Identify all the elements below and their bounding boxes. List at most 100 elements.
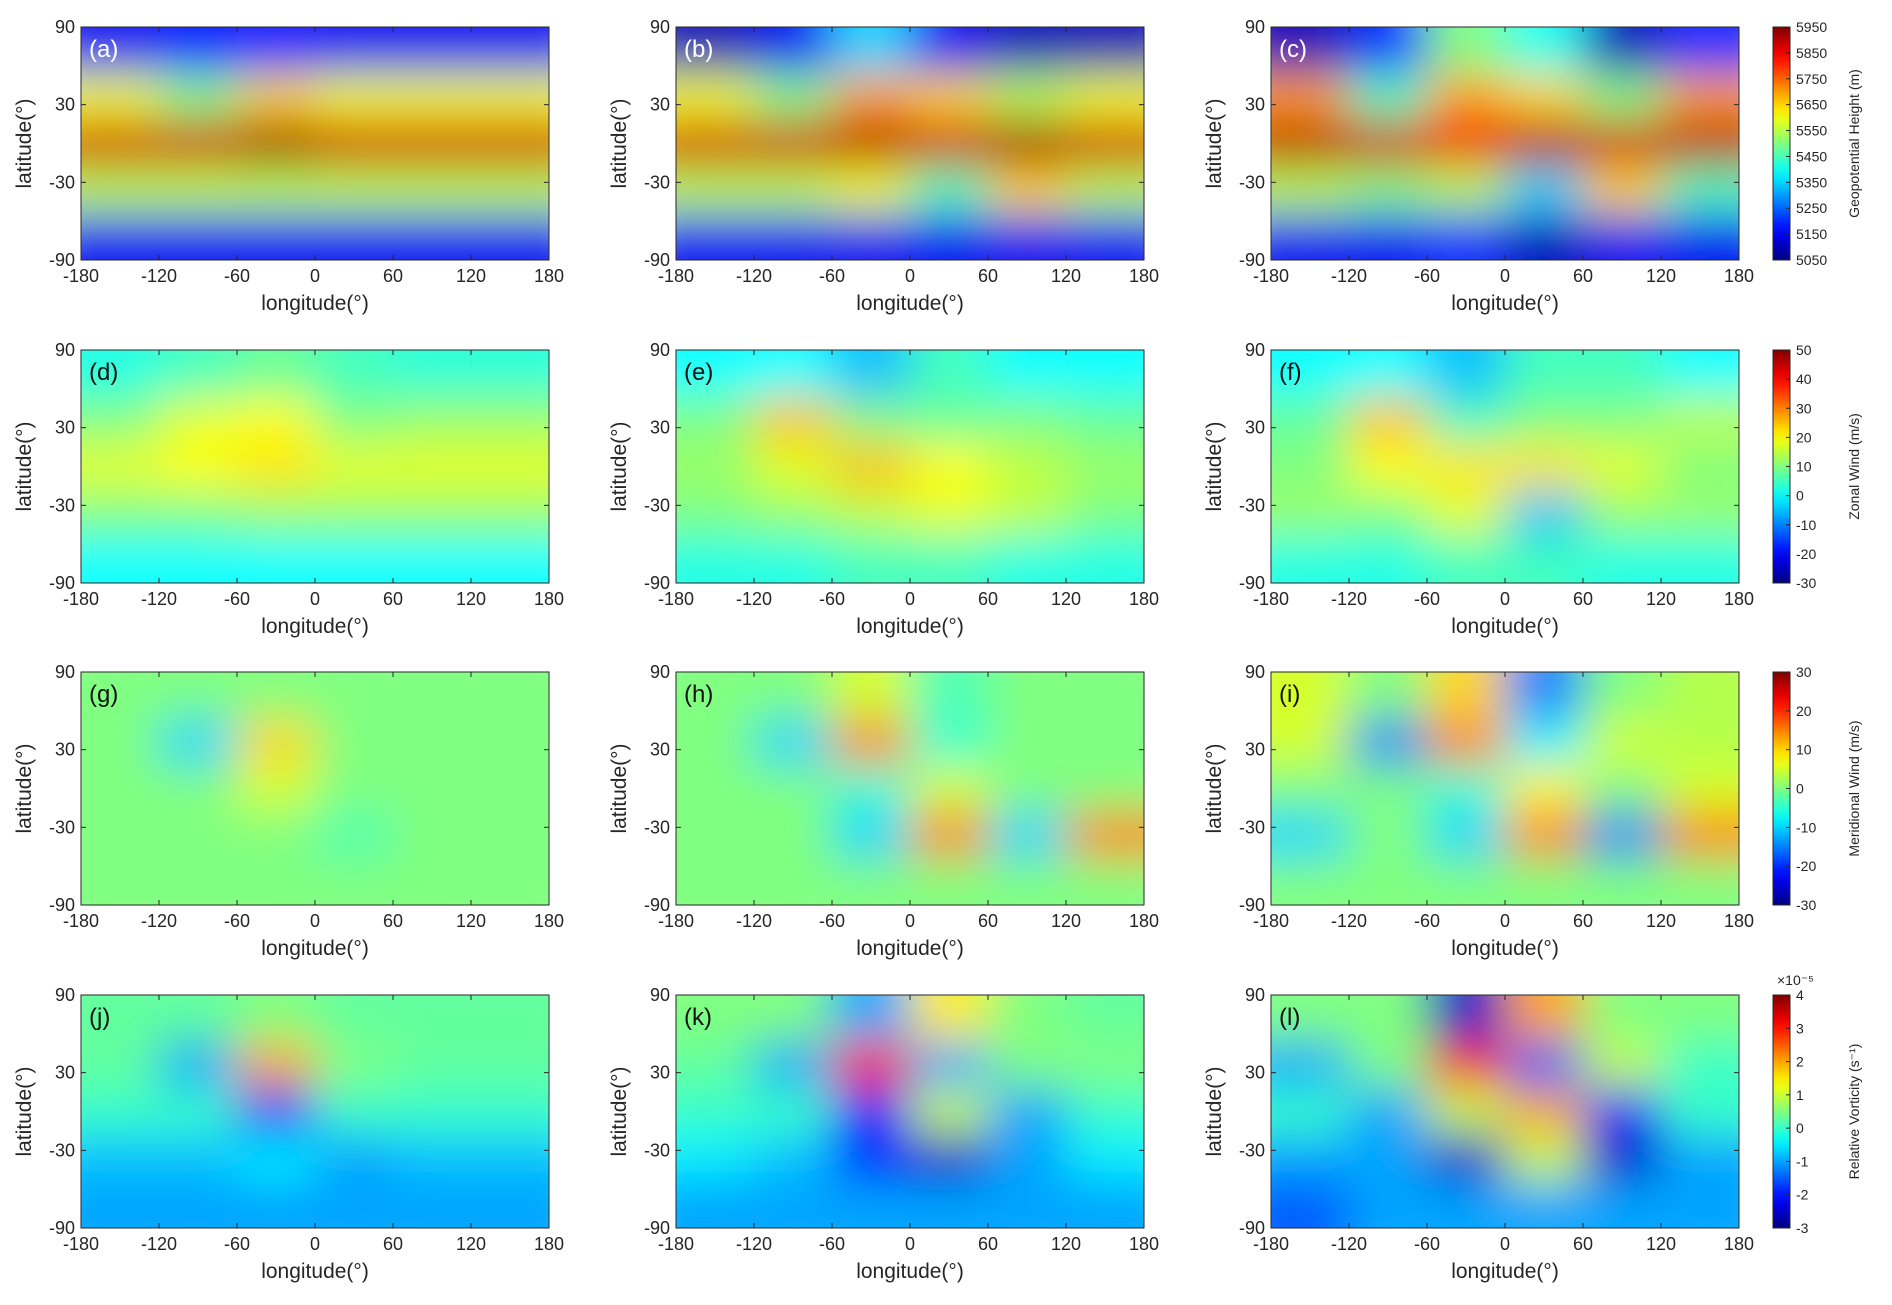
cell [81,213,160,260]
cell [988,536,1067,583]
field-cells [1271,350,1739,583]
cell [1271,120,1350,168]
field [1271,27,1739,260]
cell [1583,1041,1662,1089]
panel: -180 -120 -60 0 60 120 180 -90 -30 30 90 longitude(… [1203,17,1862,315]
cell [81,858,160,905]
cell [81,1041,160,1089]
x-tick-label: 120 [456,266,486,286]
y-axis-label: latitude(°) [13,421,36,511]
x-tick-label: -60 [1414,589,1440,609]
cell [81,489,160,537]
x-tick-label: -60 [819,589,845,609]
colorbar-tick-label: 40 [1796,371,1812,387]
cell [832,995,911,1043]
cell [1583,718,1662,766]
y-tick-label: 90 [55,985,75,1005]
cell [315,213,394,260]
cell [832,1041,911,1089]
cell [471,1181,549,1228]
x-tick-label: -180 [63,589,99,609]
colorbar-exponent: ×10⁻⁵ [1777,972,1814,988]
x-tick-label: -60 [819,911,845,931]
cell [471,1134,549,1182]
y-axis-label: latitude(°) [608,421,631,511]
cell [237,858,316,905]
cell [1349,120,1428,168]
cell [676,73,755,121]
colorbar [1772,994,1791,1229]
cell [1427,27,1506,75]
cell [910,350,989,398]
cell [988,811,1067,859]
cell [81,27,160,75]
cell [393,1041,472,1089]
cell [237,536,316,583]
x-tick-label: 0 [1500,589,1510,609]
field-cells [81,350,549,583]
y-axis-label: latitude(°) [1203,98,1226,188]
cell [315,27,394,75]
cell [1349,536,1428,583]
cell [159,27,238,75]
field-cells [676,27,1144,260]
y-tick-label: -30 [49,172,75,192]
y-tick-label: 90 [1245,17,1265,37]
panel: -180 -120 -60 0 60 120 180 -90 -30 30 90 longitude(… [608,985,1159,1283]
panel-label: (f) [1279,359,1302,386]
x-tick-label: -180 [658,1234,694,1254]
field-cells [676,350,1144,583]
x-tick-label: 180 [1129,266,1159,286]
cell [1271,811,1350,859]
cell [159,1088,238,1136]
x-tick-label: 60 [978,589,998,609]
cell [159,672,238,720]
cell [1427,765,1506,813]
x-tick-label: -60 [819,266,845,286]
y-tick-label: 90 [55,17,75,37]
cell [237,166,316,214]
cell [1583,1088,1662,1136]
cell [1271,718,1350,766]
cell [1427,443,1506,491]
cell [910,995,989,1043]
cell [315,1041,394,1089]
cell [159,536,238,583]
cell [910,811,989,859]
cell [237,120,316,168]
cell [754,1041,833,1089]
x-tick-label: -180 [1253,589,1289,609]
x-tick-label: -120 [1331,911,1367,931]
cell [988,489,1067,537]
x-tick-label: -60 [1414,1234,1440,1254]
cell [237,811,316,859]
field [676,27,1144,260]
field [676,995,1144,1228]
y-tick-label: -90 [1239,895,1265,915]
cell [1427,536,1506,583]
cell [1349,350,1428,398]
panel-label: (k) [684,1004,712,1031]
cell [1505,1088,1584,1136]
cell [832,73,911,121]
cell [1661,811,1739,859]
panel-label: (g) [89,681,118,708]
cell [393,443,472,491]
cell [832,765,911,813]
cell [910,672,989,720]
cell [81,166,160,214]
cell [754,1181,833,1228]
cell [910,1088,989,1136]
cell [81,396,160,444]
cell [471,995,549,1043]
cell [1066,396,1144,444]
panel: -180 -120 -60 0 60 120 180 -90 -30 30 90 longitude(… [608,340,1159,638]
field [1271,995,1739,1228]
cell [910,489,989,537]
cell [159,213,238,260]
x-axis-label: longitude(°) [856,292,964,315]
cell [1271,1134,1350,1182]
cell [832,27,911,75]
cell [471,213,549,260]
cell [676,672,755,720]
